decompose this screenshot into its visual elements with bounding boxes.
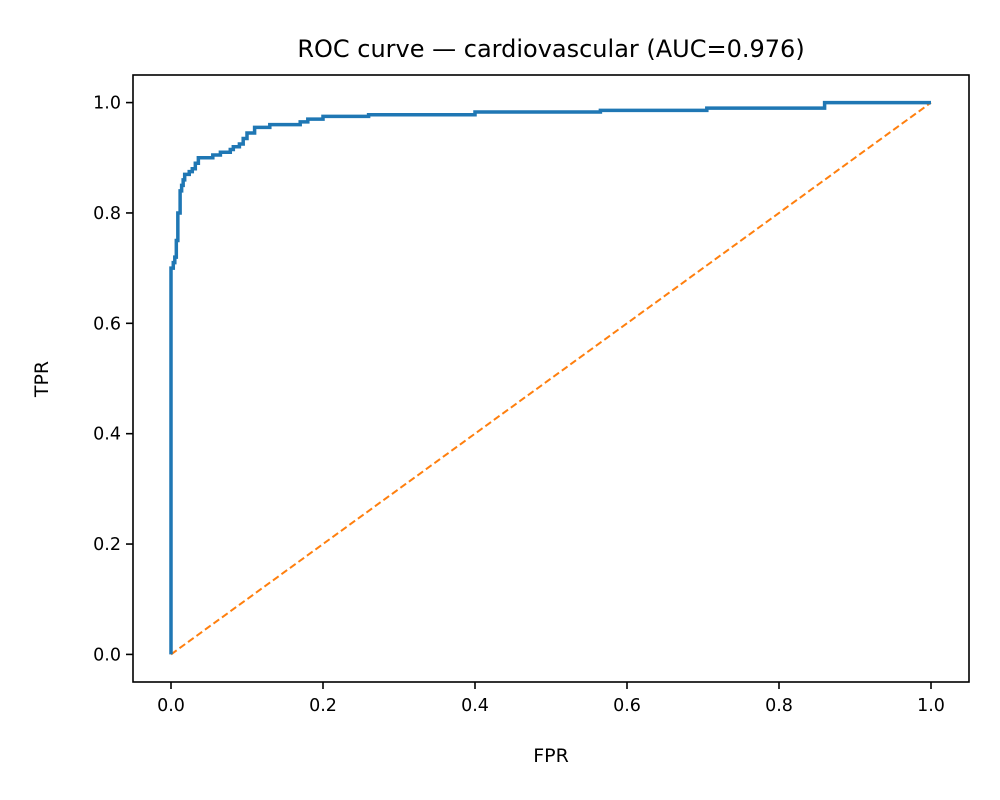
y-tick-label: 1.0 [93, 94, 121, 114]
roc-curve-line [169, 100, 931, 655]
chance-diagonal-line [170, 101, 932, 656]
y-tick-label: 0.6 [93, 314, 121, 334]
plot-area: 0.0 0.2 0.4 0.6 0.8 1.0 0.0 0.2 0.4 0.6 0.8 1.0 [93, 74, 970, 716]
x-tick-label: 0.2 [309, 696, 337, 716]
y-tick-label: 0.4 [93, 425, 121, 445]
x-tick-label: 0.4 [461, 696, 489, 716]
x-tick-label: 0.6 [613, 696, 641, 716]
x-tick-label: 1.0 [917, 696, 945, 716]
y-tick-label: 0.2 [93, 535, 121, 555]
y-axis-label: TPR [31, 361, 53, 398]
chart-title: ROC curve — cardiovascular (AUC=0.976) [297, 35, 804, 63]
x-tick-label: 0.0 [157, 696, 185, 716]
x-tick-label: 0.8 [765, 696, 793, 716]
x-axis-label: FPR [533, 745, 569, 767]
axes-frame [132, 74, 970, 683]
y-tick-label: 0.8 [93, 204, 121, 224]
y-tick-label: 0.0 [93, 645, 121, 665]
